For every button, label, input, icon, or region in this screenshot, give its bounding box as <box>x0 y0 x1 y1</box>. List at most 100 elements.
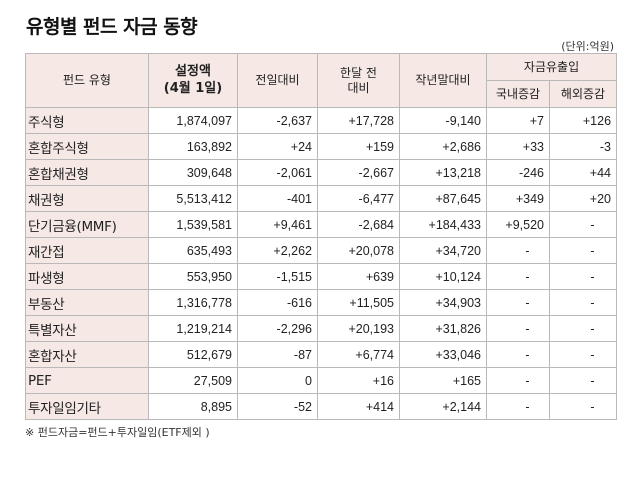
cell-name: 파생형 <box>25 263 149 290</box>
cell-name: 재간접 <box>25 237 149 264</box>
table-row: 주식형 1,874,097 -2,637 +17,728 -9,140 +7 +126 <box>25 107 618 134</box>
cell-prev-day: -52 <box>237 393 318 420</box>
cell-year-end: +2,686 <box>399 133 487 160</box>
header-setup-amount: 설정액 (4월 1일) <box>148 53 238 108</box>
cell-month: +11,505 <box>317 289 400 316</box>
cell-name: 채권형 <box>25 185 149 212</box>
cell-name: 투자일임기타 <box>25 393 149 420</box>
table-row: 혼합채권형 309,648 -2,061 -2,667 +13,218 -246 +44 <box>25 159 618 186</box>
cell-name: 특별자산 <box>25 315 149 342</box>
cell-name: 혼합채권형 <box>25 159 149 186</box>
cell-overseas: - <box>548 237 618 264</box>
cell-setup: 27,509 <box>148 367 238 394</box>
header-vs-month-ago: 한달 전 대비 <box>317 53 400 108</box>
cell-year-end: +13,218 <box>399 159 487 186</box>
cell-year-end: +34,720 <box>399 237 487 264</box>
cell-month: +6,774 <box>317 341 400 368</box>
cell-setup: 635,493 <box>148 237 238 264</box>
header-setup-amount-line2: (4월 1일) <box>163 80 223 96</box>
cell-overseas: +126 <box>548 107 618 134</box>
cell-domestic: - <box>486 341 550 368</box>
cell-prev-day: -87 <box>237 341 318 368</box>
cell-prev-day: 0 <box>237 367 318 394</box>
table-row: 단기금융(MMF) 1,539,581 +9,461 -2,684 +184,433 +9… <box>25 211 618 238</box>
header-overseas: 해외증감 <box>548 80 618 108</box>
fund-flow-table: 펀드 유형 설정액 (4월 1일) 전일대비 한달 전 대비 작년말대비 자금유… <box>25 53 618 420</box>
table-row: 부동산 1,316,778 -616 +11,505 +34,903- - <box>25 289 618 316</box>
cell-prev-day: -2,061 <box>237 159 318 186</box>
cell-setup: 1,874,097 <box>148 107 238 134</box>
cell-name: 단기금융(MMF) <box>25 211 149 238</box>
header-vs-month-ago-line1: 한달 전 <box>340 65 377 80</box>
cell-month: +159 <box>317 133 400 160</box>
cell-month: +20,193 <box>317 315 400 342</box>
cell-name: 혼합자산 <box>25 341 149 368</box>
cell-overseas: - <box>548 315 618 342</box>
cell-setup: 512,679 <box>148 341 238 368</box>
table-row: 채권형 5,513,412 -401 -6,477 +87,645 +349 +20 <box>25 185 618 212</box>
cell-overseas: - <box>548 393 618 420</box>
cell-domestic: +349 <box>486 185 550 212</box>
cell-overseas: - <box>548 341 618 368</box>
cell-month: +639 <box>317 263 400 290</box>
cell-setup: 5,513,412 <box>148 185 238 212</box>
cell-name: PEF <box>25 367 149 394</box>
cell-year-end: +184,433 <box>399 211 487 238</box>
cell-domestic: +7 <box>486 107 550 134</box>
cell-domestic: -246 <box>486 159 550 186</box>
table-row: 특별자산 1,219,214 -2,296 +20,193 +31,826- - <box>25 315 618 342</box>
cell-overseas: +20 <box>548 185 618 212</box>
cell-year-end: +34,903 <box>399 289 487 316</box>
cell-prev-day: +9,461 <box>237 211 318 238</box>
cell-overseas: - <box>548 289 618 316</box>
cell-month: +414 <box>317 393 400 420</box>
cell-setup: 1,316,778 <box>148 289 238 316</box>
table-row: PEF 27,509 0 +16 +165- - <box>25 367 618 394</box>
cell-domestic: +33 <box>486 133 550 160</box>
cell-prev-day: -1,515 <box>237 263 318 290</box>
cell-prev-day: -401 <box>237 185 318 212</box>
cell-setup: 8,895 <box>148 393 238 420</box>
cell-prev-day: -616 <box>237 289 318 316</box>
table-body: 주식형 1,874,097 -2,637 +17,728 -9,140 +7 +126 혼합주… <box>25 107 618 420</box>
cell-month: +16 <box>317 367 400 394</box>
cell-domestic: - <box>486 289 550 316</box>
cell-name: 주식형 <box>25 107 149 134</box>
cell-year-end: +33,046 <box>399 341 487 368</box>
cell-name: 부동산 <box>25 289 149 316</box>
cell-year-end: +87,645 <box>399 185 487 212</box>
cell-prev-day: +2,262 <box>237 237 318 264</box>
page-title: 유형별 펀드 자금 동향 <box>26 16 198 38</box>
table-row: 혼합자산 512,679 -87 +6,774 +33,046- - <box>25 341 618 368</box>
cell-year-end: +31,826 <box>399 315 487 342</box>
cell-prev-day: +24 <box>237 133 318 160</box>
table-row: 혼합주식형 163,892 +24 +159 +2,686 +33 -3 <box>25 133 618 160</box>
cell-prev-day: -2,637 <box>237 107 318 134</box>
header-setup-amount-line1: 설정액 <box>175 64 211 80</box>
cell-overseas: - <box>548 263 618 290</box>
cell-year-end: -9,140 <box>399 107 487 134</box>
unit-label: (단위:억원) <box>561 40 614 53</box>
header-domestic: 국내증감 <box>486 80 550 108</box>
cell-month: -6,477 <box>317 185 400 212</box>
cell-domestic: - <box>486 263 550 290</box>
cell-domestic: +9,520 <box>486 211 550 238</box>
cell-domestic: - <box>486 237 550 264</box>
header-vs-last-year-end: 작년말대비 <box>399 53 487 108</box>
cell-year-end: +2,144 <box>399 393 487 420</box>
table-row: 재간접 635,493 +2,262 +20,078 +34,720- - <box>25 237 618 264</box>
table-row: 투자일임기타 8,895 -52 +414 +2,144- - <box>25 393 618 420</box>
cell-month: +17,728 <box>317 107 400 134</box>
cell-name: 혼합주식형 <box>25 133 149 160</box>
header-vs-month-ago-line2: 대비 <box>347 80 370 95</box>
cell-overseas: +44 <box>548 159 618 186</box>
header-vs-prev-day: 전일대비 <box>237 53 318 108</box>
cell-domestic: - <box>486 367 550 394</box>
cell-overseas: - <box>548 367 618 394</box>
header-fund-type: 펀드 유형 <box>25 53 149 108</box>
cell-month: +20,078 <box>317 237 400 264</box>
cell-setup: 163,892 <box>148 133 238 160</box>
cell-setup: 1,219,214 <box>148 315 238 342</box>
cell-month: -2,667 <box>317 159 400 186</box>
footnote: ※ 펀드자금=펀드+투자일임(ETF제외 ) <box>25 426 210 439</box>
